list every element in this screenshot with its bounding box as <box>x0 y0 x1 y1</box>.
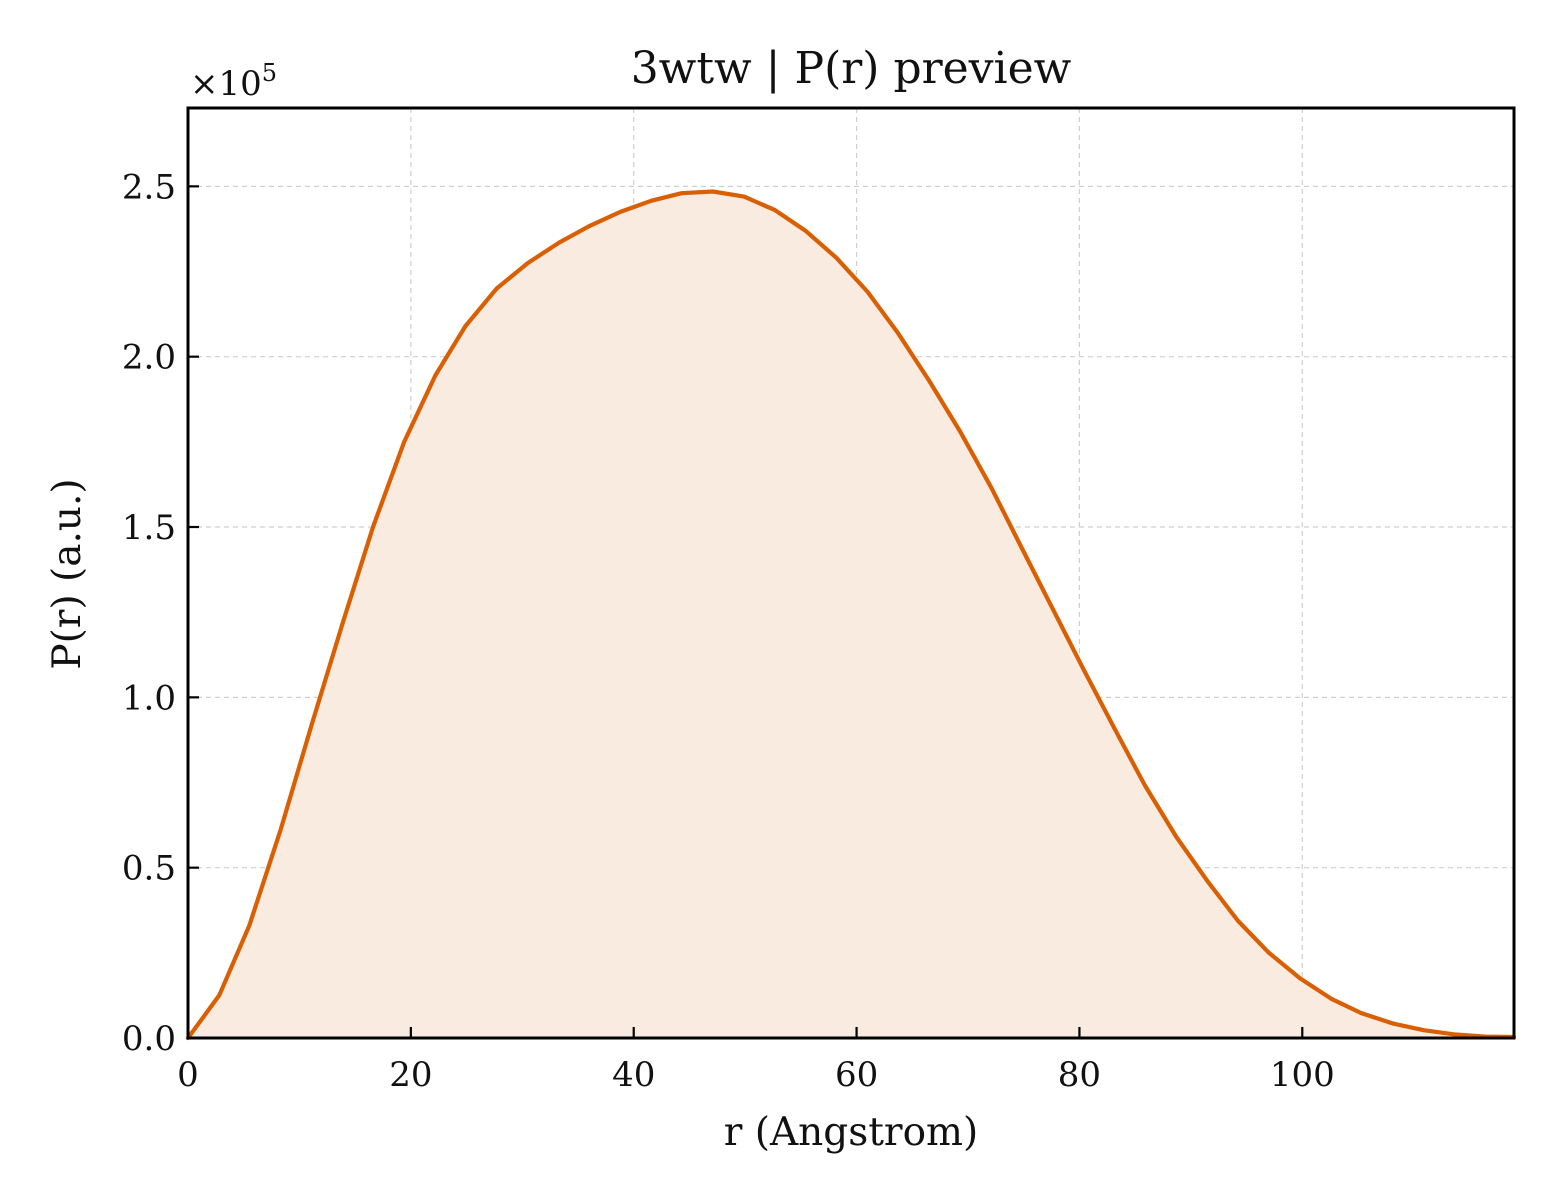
x-tick-label: 20 <box>389 1055 432 1095</box>
y-tick-label: 2.5 <box>122 167 176 207</box>
y-axis-label: P(r) (a.u.) <box>45 478 90 669</box>
x-tick-label: 40 <box>612 1055 655 1095</box>
chart-title: 3wtw | P(r) preview <box>631 43 1072 94</box>
y-tick-label: 2.0 <box>122 338 176 378</box>
pr-area-fill <box>188 191 1514 1038</box>
y-tick-label: 1.0 <box>122 678 176 718</box>
x-tick-label: 100 <box>1270 1055 1335 1095</box>
y-axis-multiplier: ×105 <box>190 59 277 104</box>
y-multiplier-exponent: 5 <box>262 59 277 87</box>
plot-frame <box>186 106 1516 1040</box>
y-tick-label: 1.5 <box>122 508 176 548</box>
x-tick-label: 60 <box>835 1055 878 1095</box>
y-tick-label: 0.0 <box>122 1019 176 1059</box>
x-tick-label: 80 <box>1058 1055 1101 1095</box>
tick-labels: 0 20 40 60 80 100 0.0 0.5 1.0 1.5 2.0 2.5 <box>122 167 1335 1095</box>
x-axis-label: r (Angstrom) <box>724 1110 979 1155</box>
y-multiplier-prefix: ×10 <box>190 64 262 104</box>
x-tick-label: 0 <box>177 1055 199 1095</box>
pr-curve-line <box>185 189 1517 1041</box>
y-tick-label: 0.5 <box>122 849 176 889</box>
